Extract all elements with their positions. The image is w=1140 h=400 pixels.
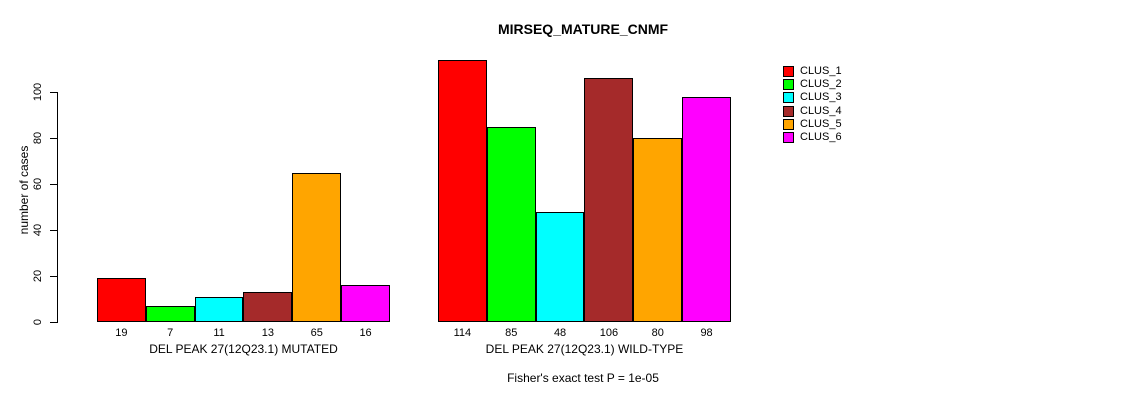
y-tick-mark (50, 321, 57, 323)
y-tick-mark (50, 183, 57, 185)
bar-clus_6-group1 (341, 285, 390, 322)
bar-clus_3-group2 (535, 211, 585, 322)
bar-clus_4-group1 (243, 292, 293, 322)
y-tick-label: 20 (32, 269, 44, 283)
bar-value-label: 106 (599, 327, 619, 339)
bar-value-label: 7 (167, 327, 174, 339)
legend-swatch (783, 118, 794, 130)
legend-swatch (783, 66, 794, 77)
bar-value-label: 19 (115, 327, 128, 339)
y-tick-label: 60 (32, 177, 44, 191)
y-tick-mark (50, 91, 57, 93)
bar-value-label: 85 (505, 327, 518, 339)
y-tick-mark (50, 229, 57, 231)
legend-label: CLUS_5 (800, 117, 842, 130)
bar-value-label: 48 (553, 327, 567, 339)
bar-clus_3-group1 (194, 296, 244, 322)
bar-value-label: 65 (310, 327, 323, 339)
bar-clus_1-group1 (97, 278, 146, 322)
legend-label: CLUS_3 (800, 91, 842, 104)
legend-swatch (783, 132, 794, 143)
group-label: DEL PEAK 27(12Q23.1) WILD-TYPE (485, 342, 684, 356)
y-tick-label: 0 (32, 318, 44, 326)
y-tick-mark (50, 137, 57, 139)
bar-clus_2-group2 (486, 126, 536, 322)
legend-swatch (783, 105, 794, 117)
bar-value-label: 11 (213, 327, 225, 339)
legend-label: CLUS_6 (800, 131, 842, 143)
bar-value-label: 16 (359, 327, 372, 339)
bar-clus_5-group1 (292, 172, 342, 322)
bar-value-label: 80 (651, 327, 664, 339)
y-tick-mark (50, 275, 57, 277)
bar-clus_5-group2 (633, 138, 683, 322)
bar-value-label: 13 (261, 327, 275, 339)
legend-label: CLUS_2 (800, 78, 842, 91)
legend-swatch (783, 79, 794, 91)
bar-clus_6-group2 (682, 96, 731, 322)
bar-clus_2-group1 (145, 305, 195, 322)
y-axis-line (57, 92, 58, 323)
y-tick-label: 100 (32, 82, 44, 102)
legend-swatch (783, 92, 794, 104)
bar-value-label: 114 (453, 327, 472, 339)
bar-value-label: 98 (700, 327, 713, 339)
y-tick-label: 80 (32, 131, 44, 145)
group-label: DEL PEAK 27(12Q23.1) MUTATED (149, 342, 338, 356)
legend-label: CLUS_4 (800, 104, 842, 117)
chart-title: MIRSEQ_MATURE_CNMF (497, 21, 669, 37)
bar-clus_1-group2 (438, 59, 487, 322)
y-tick-label: 40 (32, 223, 44, 237)
bar-clus_4-group2 (584, 78, 634, 322)
annotation-text: Fisher's exact test P = 1e-05 (507, 371, 659, 385)
y-axis-label: number of cases (17, 145, 31, 235)
legend-label: CLUS_1 (800, 65, 842, 77)
